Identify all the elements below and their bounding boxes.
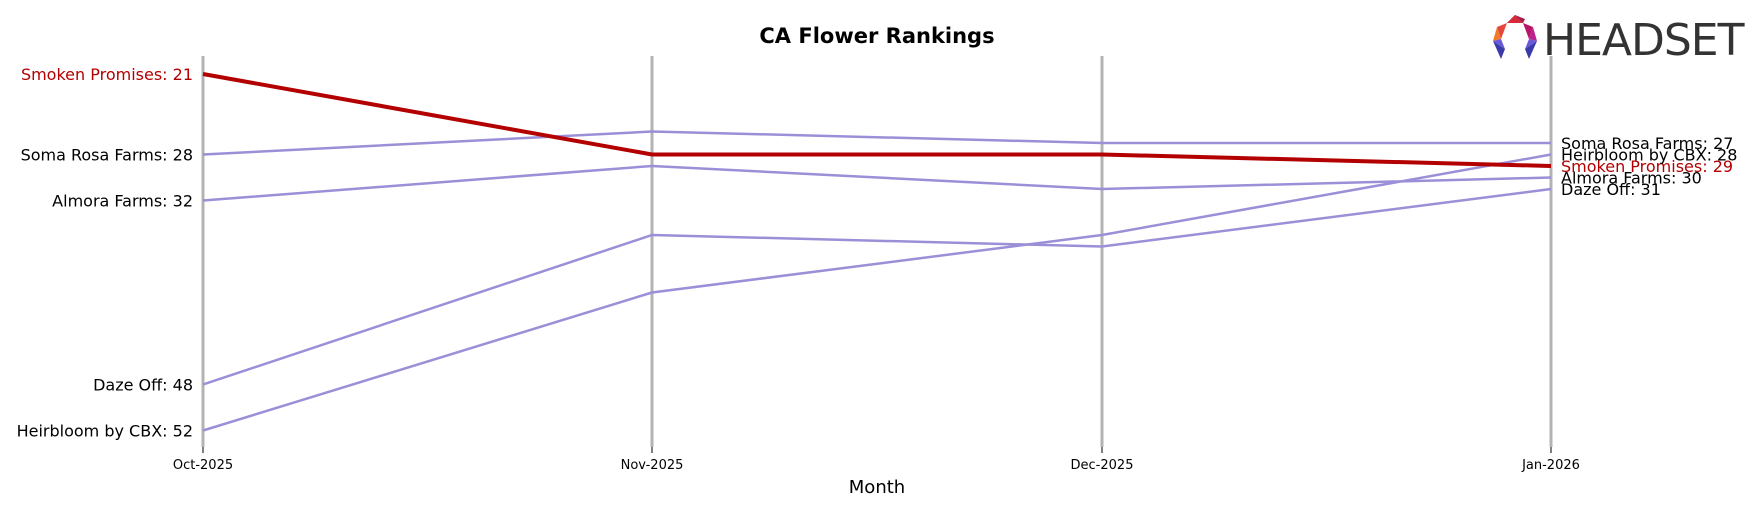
series-line: [202, 130, 1551, 156]
series-line: [202, 153, 1552, 432]
series-start-label: Smoken Promises: 21: [21, 65, 193, 84]
headset-logo: HEADSET: [1493, 15, 1746, 66]
series-start-label: Daze Off: 48: [93, 376, 193, 395]
x-tick-label: Jan-2026: [1521, 458, 1580, 473]
headset-logo-text: HEADSET: [1543, 15, 1745, 66]
series-end-label: Daze Off: 31: [1561, 180, 1661, 199]
series-end-label: Almora Farms: 30: [1561, 169, 1702, 188]
x-tick-label: Oct-2025: [173, 458, 233, 473]
series-line: [202, 164, 1552, 202]
series-line: [202, 72, 1552, 168]
series-end-label: Soma Rosa Farms: 27: [1561, 134, 1733, 153]
x-axis-label: Month: [849, 477, 905, 498]
x-axis-ticks: Oct-2025 Nov-2025 Dec-2025 Jan-2026: [173, 447, 1580, 473]
headset-logo-icon: [1493, 15, 1537, 59]
series-end-label: Heirbloom by CBX: 28: [1561, 146, 1737, 165]
series-start-label: Soma Rosa Farms: 28: [21, 146, 193, 165]
series-lines: [202, 72, 1552, 432]
series-line: [202, 187, 1552, 386]
month-gridlines: [201, 56, 1553, 447]
series-labels: Smoken Promises: 21 Smoken Promises: 29 So…: [17, 65, 1738, 441]
chart-title: CA Flower Rankings: [759, 24, 994, 48]
series-start-label: Heirbloom by CBX: 52: [17, 422, 193, 441]
series-end-label: Smoken Promises: 29: [1561, 157, 1733, 176]
x-tick-label: Dec-2025: [1071, 458, 1134, 473]
series-start-label: Almora Farms: 32: [52, 192, 193, 211]
x-tick-label: Nov-2025: [621, 458, 684, 473]
